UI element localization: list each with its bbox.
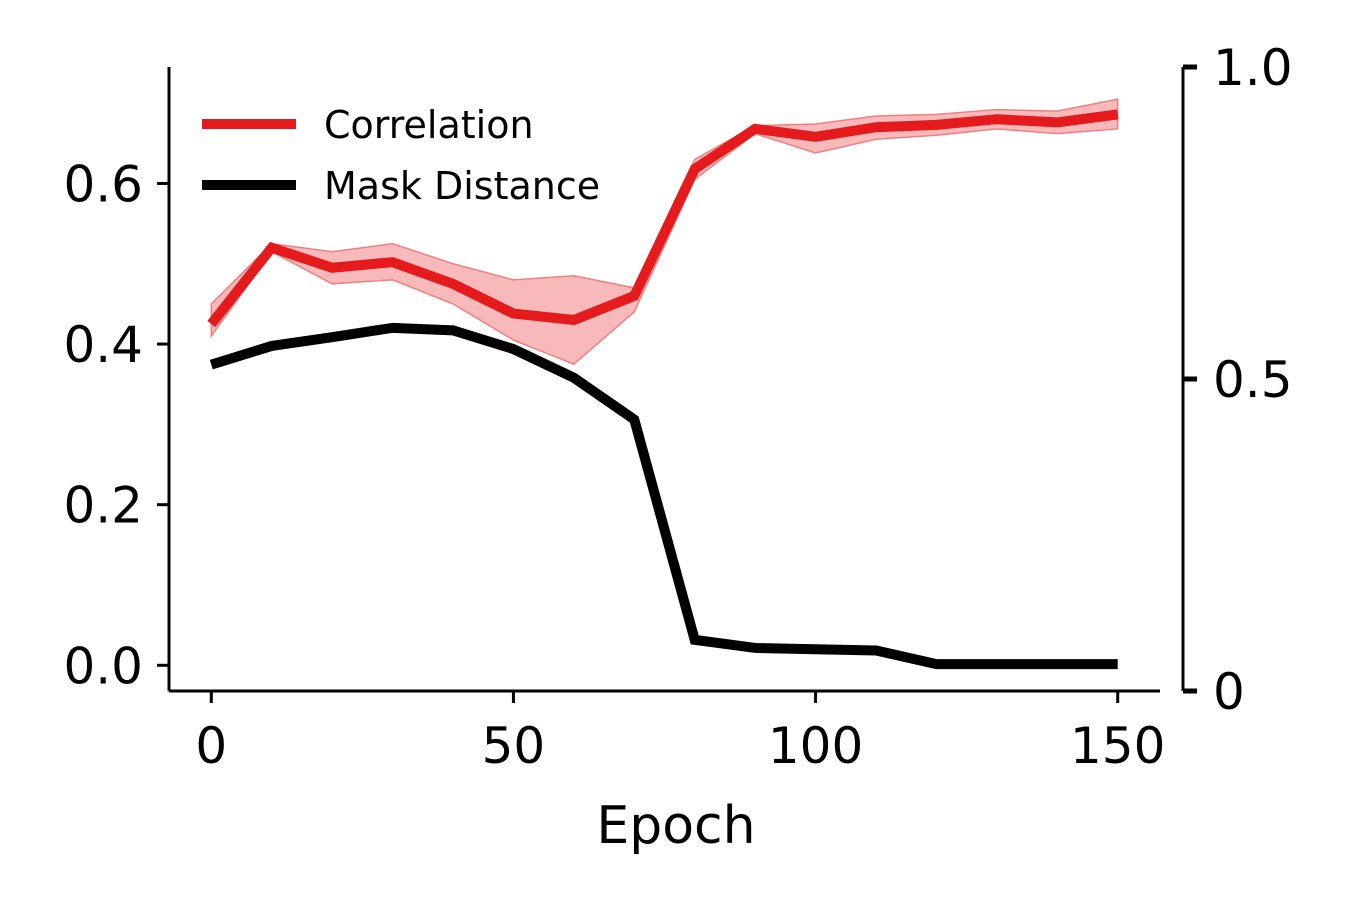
axes <box>167 67 1185 693</box>
x-tick-label: 150 <box>1070 717 1165 775</box>
y-left-tick-label: 0.4 <box>63 316 143 374</box>
y-right-tick-label: 1.0 <box>1213 39 1293 97</box>
legend: Correlation Mask Distance <box>202 103 600 208</box>
y-right-tick-label: 0.5 <box>1213 351 1293 409</box>
y-right-tick-label: 0 <box>1213 663 1245 721</box>
series-line-0 <box>207 109 1119 328</box>
legend-label-0: Correlation <box>324 103 534 147</box>
ticks: 0 50 100 150 0.0 0.2 0.4 0.6 0 0.5 1.0 <box>63 39 1292 775</box>
x-axis-title: Epoch <box>596 796 755 856</box>
x-tick-label: 50 <box>482 717 546 775</box>
y-left-tick-label: 0.0 <box>63 637 143 695</box>
legend-label-1: Mask Distance <box>324 164 600 208</box>
x-tick-label: 0 <box>195 717 227 775</box>
x-tick-label: 100 <box>768 717 863 775</box>
y-left-tick-label: 0.6 <box>63 155 143 213</box>
plot-area <box>207 98 1119 670</box>
y-left-tick-label: 0.2 <box>63 477 143 535</box>
series-line-1 <box>209 322 1118 670</box>
